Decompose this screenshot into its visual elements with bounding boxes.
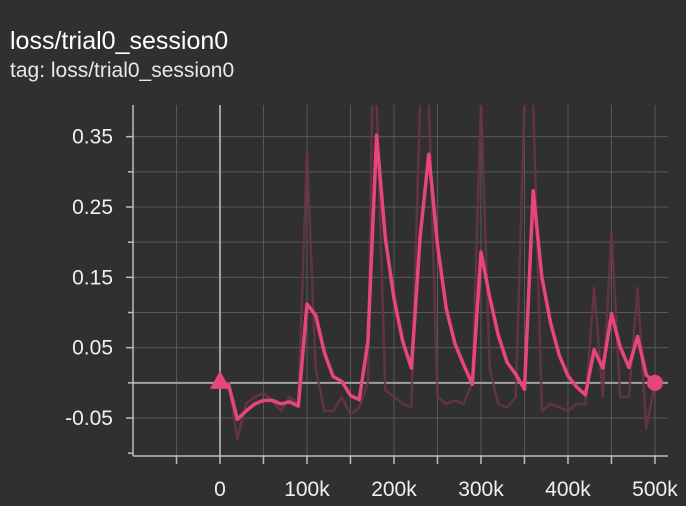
start-marker (209, 370, 230, 389)
y-tick-label: 0.35 (72, 126, 113, 149)
marker-layer (209, 370, 663, 391)
y-tick-label: 0.05 (72, 337, 113, 360)
grid-layer (133, 105, 668, 456)
x-tick-label: 300k (458, 478, 504, 501)
x-tick-label: 500k (632, 478, 678, 501)
x-tick-label: 400k (545, 478, 591, 501)
axis-layer (126, 105, 668, 464)
raw-series-line (218, 105, 657, 441)
y-tick-label: -0.05 (65, 407, 113, 430)
end-marker (646, 374, 663, 391)
x-tick-label: 0 (214, 478, 226, 501)
series-layer (218, 105, 657, 441)
y-tick-label: 0.25 (72, 196, 113, 219)
label-layer: -0.05 0.05 0.15 0.25 0.35 0 100k 200k 300k 400k 50… (65, 126, 678, 501)
x-tick-label: 100k (284, 478, 330, 501)
chart-tag: tag: loss/trial0_session0 (10, 59, 235, 82)
y-tick-label: 0.15 (72, 266, 113, 289)
chart-title: loss/trial0_session0 (10, 27, 229, 55)
smoothed-series-line (218, 133, 657, 422)
x-tick-label: 200k (371, 478, 417, 501)
